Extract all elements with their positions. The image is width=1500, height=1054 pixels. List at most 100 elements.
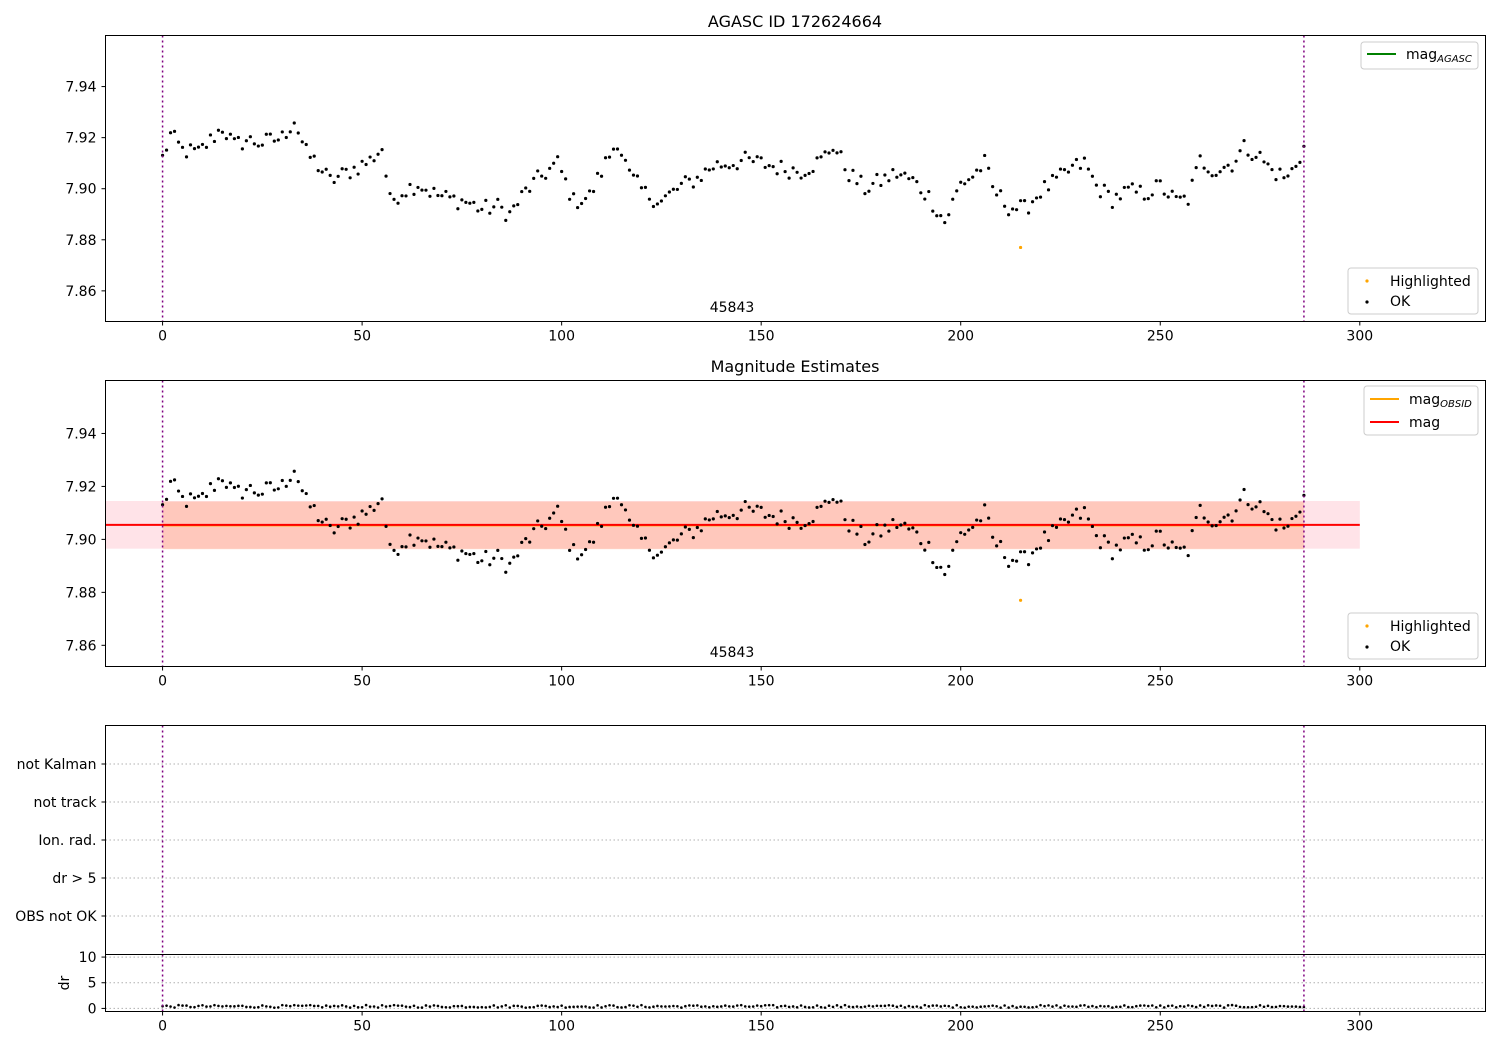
ok-point <box>492 556 496 560</box>
dr-point <box>1282 1004 1286 1008</box>
ok-point <box>1166 195 1170 199</box>
ok-point <box>855 182 859 186</box>
dr-point <box>257 1005 260 1009</box>
ok-point <box>679 181 683 185</box>
ok-point <box>576 205 580 210</box>
ok-point <box>643 536 648 540</box>
ok-point <box>184 504 189 508</box>
ok-point <box>899 173 903 177</box>
dr-point <box>340 1004 344 1007</box>
dr-point <box>1031 1005 1034 1009</box>
ok-point <box>1210 174 1214 178</box>
dr-point <box>516 1004 520 1008</box>
ok-point <box>536 519 540 523</box>
agasc-points <box>160 121 1306 250</box>
ok-point <box>252 491 256 495</box>
ok-point <box>220 130 225 134</box>
ok-point <box>979 519 983 523</box>
ok-point <box>911 175 915 180</box>
dr-point <box>508 1006 512 1009</box>
legend-ok-marker <box>1365 645 1369 649</box>
dr-point <box>1170 1004 1174 1007</box>
ok-point <box>540 524 544 528</box>
ok-point <box>1046 188 1051 192</box>
ok-point <box>691 185 695 189</box>
ok-point <box>1278 167 1282 171</box>
ok-point <box>556 155 560 159</box>
ok-point <box>1186 202 1190 206</box>
ok-point <box>168 479 173 483</box>
ok-point <box>595 521 600 526</box>
ok-point <box>771 514 775 519</box>
ok-point <box>200 142 205 147</box>
dr-point <box>983 1005 986 1008</box>
ok-point <box>823 150 827 154</box>
ok-point <box>991 535 995 539</box>
dr-point <box>1079 1004 1082 1007</box>
ok-point <box>396 552 400 557</box>
ok-point <box>456 558 460 562</box>
dr-point <box>648 1006 651 1009</box>
ok-point <box>180 494 185 499</box>
ok-point <box>1070 163 1075 167</box>
ok-point <box>532 527 536 531</box>
dr-point <box>280 1003 284 1007</box>
panel-2-obsid-annotation: 45843 <box>710 645 755 661</box>
legend-mag-obsid-label: magOBSID <box>1409 392 1472 410</box>
ok-point <box>268 481 272 485</box>
dr-point <box>971 1005 974 1008</box>
ok-point <box>420 188 424 192</box>
y-tick-label: 7.86 <box>65 284 96 300</box>
ok-point <box>544 176 548 180</box>
ok-point <box>1026 563 1031 567</box>
ok-point <box>508 561 512 565</box>
ok-point <box>1234 509 1238 513</box>
ok-point <box>583 547 588 552</box>
panel-1-frame <box>105 35 1486 322</box>
ok-point <box>815 156 819 160</box>
ok-point <box>328 173 332 177</box>
dr-point <box>1067 1005 1070 1008</box>
ok-point <box>488 211 492 215</box>
ok-point <box>204 494 209 499</box>
ok-point <box>392 197 396 201</box>
ok-point <box>739 158 743 163</box>
ok-point <box>1162 192 1166 196</box>
dr-point <box>632 1004 635 1007</box>
dr-point <box>492 1004 496 1007</box>
ok-point <box>332 531 336 535</box>
ok-point <box>1130 532 1134 536</box>
ok-point <box>572 192 576 196</box>
x-tick-label: 50 <box>353 674 371 690</box>
ok-point <box>1294 164 1298 169</box>
ok-point <box>1246 502 1250 507</box>
ok-point <box>212 488 217 492</box>
dr-point <box>1218 1004 1222 1008</box>
ok-point <box>364 162 368 167</box>
ok-point <box>591 189 596 194</box>
ok-point <box>472 551 476 556</box>
ok-point <box>1078 166 1083 170</box>
ok-point <box>500 556 504 561</box>
ok-point <box>1174 194 1178 199</box>
ok-point <box>1090 174 1095 178</box>
dr-point <box>823 1006 827 1009</box>
ok-point <box>911 526 915 530</box>
ok-point <box>192 496 197 500</box>
dr-point <box>644 1005 647 1009</box>
dr-point <box>811 1005 815 1009</box>
ok-point <box>1222 165 1226 169</box>
ok-point <box>891 168 895 172</box>
dr-point <box>173 1006 176 1009</box>
ok-point <box>220 479 225 483</box>
ok-point <box>1007 564 1011 569</box>
ok-point <box>871 532 875 536</box>
ok-point <box>244 139 248 143</box>
ok-point <box>767 164 771 168</box>
dr-point <box>827 1004 831 1008</box>
ok-point <box>1138 184 1142 188</box>
ok-point <box>803 523 807 528</box>
dr-point <box>995 1004 998 1008</box>
dr-point <box>229 1004 232 1008</box>
ok-point <box>1130 182 1134 186</box>
